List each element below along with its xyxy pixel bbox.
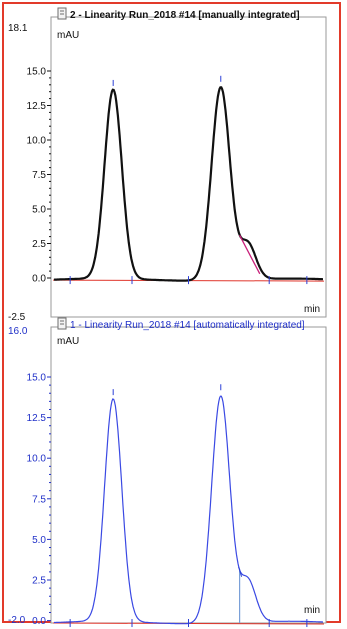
- bottom-traces: [52, 384, 325, 628]
- bottom-y-unit-label: mAU: [57, 336, 79, 347]
- top-y-max-label: 18.1: [8, 23, 28, 34]
- top-y-min-label: -2.5: [8, 312, 26, 323]
- bottom-panel-title: 1 - Linearity Run_2018 #14 [automaticall…: [70, 320, 305, 331]
- top-plot-area: [50, 16, 327, 318]
- y-tick-label: 10.0: [27, 136, 47, 147]
- y-tick-label: 15.0: [27, 67, 47, 78]
- top-title-bar: 2 - Linearity Run_2018 #14 [manually int…: [57, 7, 300, 21]
- bottom-chromatogram-panel[interactable]: 1 - Linearity Run_2018 #14 [automaticall…: [8, 317, 327, 628]
- y-tick-label: 12.5: [27, 101, 47, 112]
- top-y-axis: 15.0 12.5 10.0 7.5 5.0 2.5 0.0: [27, 67, 51, 285]
- top-chromatogram-panel[interactable]: 2 - Linearity Run_2018 #14 [manually int…: [8, 7, 327, 323]
- bottom-y-axis: 15.0 12.5 10.0 7.5 5.0 2.5 0.0: [27, 373, 51, 627]
- top-panel-title: 2 - Linearity Run_2018 #14 [manually int…: [70, 10, 300, 21]
- y-tick-label: 5.0: [32, 535, 46, 546]
- top-traces: [52, 75, 325, 285]
- top-y-unit-label: mAU: [57, 30, 79, 41]
- bottom-y-max-label: 16.0: [8, 326, 28, 337]
- y-tick-label: 2.5: [32, 239, 46, 250]
- bottom-x-unit-label: min: [304, 605, 320, 616]
- manual-integration-segment: [239, 234, 261, 275]
- y-tick-label: 0.0: [32, 274, 46, 285]
- peak-split-marker: [238, 566, 243, 577]
- bottom-y-min-label: -2.0: [8, 615, 26, 626]
- y-tick-label: 10.0: [27, 454, 47, 465]
- y-tick-label: 7.5: [32, 170, 46, 181]
- y-tick-label: 0.0: [32, 616, 46, 627]
- y-tick-label: 15.0: [27, 373, 47, 384]
- y-tick-label: 5.0: [32, 205, 46, 216]
- top-x-unit-label: min: [304, 304, 320, 315]
- y-tick-label: 12.5: [27, 413, 47, 424]
- bottom-plot-area: [50, 326, 327, 624]
- y-tick-label: 7.5: [32, 494, 46, 505]
- y-tick-label: 2.5: [32, 576, 46, 587]
- bottom-title-bar: 1 - Linearity Run_2018 #14 [automaticall…: [57, 317, 305, 331]
